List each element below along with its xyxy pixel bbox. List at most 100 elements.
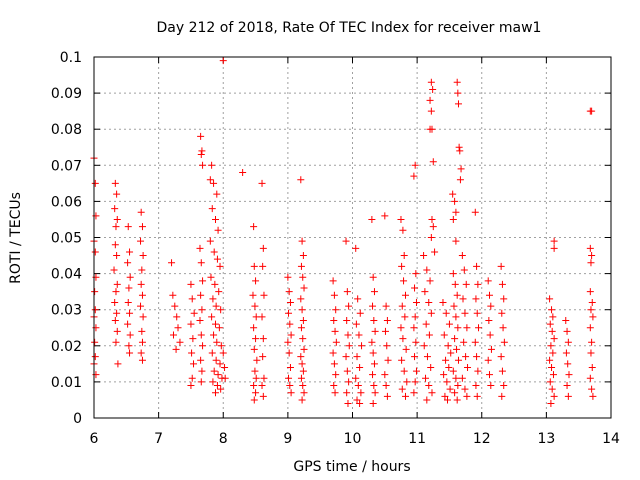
data-point (440, 331, 448, 339)
data-point (456, 176, 464, 184)
data-point (250, 396, 258, 404)
data-point (212, 356, 220, 364)
data-point (208, 313, 216, 321)
data-point (420, 342, 428, 350)
data-point (126, 309, 134, 317)
data-point (370, 382, 378, 390)
x-tick-label: 12 (473, 431, 491, 447)
data-point (216, 360, 224, 368)
data-point (397, 324, 405, 332)
data-point (258, 313, 266, 321)
data-point (463, 392, 471, 400)
data-point (442, 309, 450, 317)
data-point (427, 107, 435, 115)
data-point (401, 313, 409, 321)
data-point (402, 345, 410, 353)
data-point (213, 338, 221, 346)
data-point (369, 400, 377, 408)
data-point (355, 331, 363, 339)
data-point (250, 324, 258, 332)
data-point (91, 353, 99, 361)
plot-border (93, 56, 612, 419)
data-point (549, 349, 557, 357)
data-point (484, 277, 492, 285)
data-point (137, 349, 145, 357)
y-tick-label: 0.07 (51, 158, 82, 174)
data-point (462, 280, 470, 288)
data-point (354, 382, 362, 390)
data-point (113, 252, 121, 260)
data-point (216, 262, 224, 270)
data-point (464, 363, 472, 371)
data-point (499, 324, 507, 332)
data-point (198, 147, 206, 155)
data-point (397, 215, 405, 223)
data-point (454, 382, 462, 390)
data-point (112, 338, 120, 346)
data-point (189, 335, 197, 343)
data-point (211, 280, 219, 288)
data-point (352, 244, 360, 252)
data-point (219, 349, 227, 357)
data-point (563, 382, 571, 390)
data-point (356, 400, 364, 408)
data-point (356, 363, 364, 371)
x-tick-label: 7 (154, 431, 163, 447)
y-tick-label: 0.04 (51, 267, 82, 283)
data-point (546, 378, 554, 386)
data-point (125, 342, 133, 350)
data-point (587, 259, 595, 267)
data-point (215, 288, 223, 296)
data-point (110, 266, 118, 274)
data-point (586, 288, 594, 296)
data-point (299, 252, 307, 260)
data-point (474, 280, 482, 288)
data-point (126, 273, 134, 281)
data-point (460, 266, 468, 274)
data-point (472, 295, 480, 303)
data-point (445, 363, 453, 371)
data-point (91, 338, 99, 346)
data-point (197, 331, 205, 339)
data-point (207, 273, 215, 281)
y-tick-label: 0.06 (51, 194, 82, 210)
data-point (382, 302, 390, 310)
data-point (463, 324, 471, 332)
data-point (453, 396, 461, 404)
data-point (459, 295, 467, 303)
data-point (113, 309, 121, 317)
data-point (299, 273, 307, 281)
data-point (210, 248, 218, 256)
x-tick-label: 11 (408, 431, 426, 447)
data-point (356, 309, 364, 317)
data-point (563, 327, 571, 335)
data-point (138, 356, 146, 364)
data-point (475, 324, 483, 332)
data-point (114, 360, 122, 368)
data-point (174, 324, 182, 332)
data-point (449, 270, 457, 278)
data-point (423, 266, 431, 274)
data-point (258, 382, 266, 390)
data-point (412, 367, 420, 375)
data-point (299, 382, 307, 390)
data-point (91, 306, 99, 314)
data-point (196, 244, 204, 252)
data-point (260, 291, 268, 299)
data-point (368, 338, 376, 346)
data-point (383, 392, 391, 400)
data-point (461, 309, 469, 317)
data-point (588, 363, 596, 371)
data-point (439, 298, 447, 306)
data-point (138, 291, 146, 299)
data-point (428, 389, 436, 397)
data-point (586, 374, 594, 382)
data-point (587, 349, 595, 357)
data-point (298, 360, 306, 368)
data-point (206, 237, 214, 245)
data-point (454, 100, 462, 108)
data-point (259, 244, 267, 252)
data-point (297, 176, 305, 184)
